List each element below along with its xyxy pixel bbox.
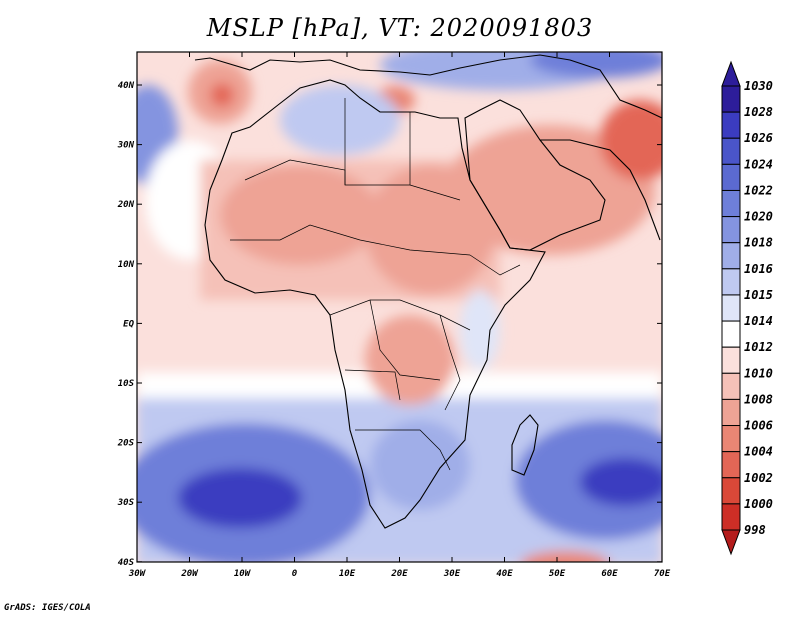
colorbar-swatch xyxy=(721,346,741,374)
border-central xyxy=(329,299,471,331)
border-sahel xyxy=(230,224,471,256)
colorbar-swatch xyxy=(721,425,741,453)
y-tick-label: EQ xyxy=(123,319,134,329)
border-angola xyxy=(344,369,401,401)
colorbar-label: 1014 xyxy=(744,314,773,328)
central-africa-low xyxy=(365,315,455,405)
colorbar-label: 1018 xyxy=(744,236,773,250)
y-tick-label: 10N xyxy=(118,260,135,270)
colorbar-label: 1015 xyxy=(744,288,773,302)
colorbar-label: 1008 xyxy=(744,392,773,406)
border-congo xyxy=(369,299,441,381)
colorbar-label: 1012 xyxy=(744,340,773,354)
central-asia-high xyxy=(530,52,662,78)
colorbar-label: 1024 xyxy=(744,157,773,171)
arabian-low xyxy=(445,125,655,255)
west-sahara-low xyxy=(220,165,380,265)
colorbar-label: 1004 xyxy=(744,445,773,459)
x-tick-label: 20E xyxy=(390,569,408,579)
colorbar-bottom-arrow xyxy=(721,529,741,556)
y-tick-label: 30S xyxy=(117,498,135,508)
iberian-low-core xyxy=(210,83,234,107)
colorbar-swatch xyxy=(721,163,741,191)
x-tick-label: 30E xyxy=(443,569,461,579)
colorbar-swatch xyxy=(721,268,741,296)
x-tick-label: 0 xyxy=(292,569,298,579)
libya-ridge xyxy=(280,85,400,155)
colorbar-swatch xyxy=(721,85,741,113)
colorbar-label: 1028 xyxy=(744,105,773,119)
colorbar-swatch xyxy=(721,111,741,139)
colorbar-label: 1000 xyxy=(744,497,773,511)
border-southern xyxy=(355,429,451,471)
southern-africa-high xyxy=(370,420,470,510)
colorbar-swatch xyxy=(721,294,741,322)
x-tick-label: 10E xyxy=(339,569,356,579)
east-africa-ridge xyxy=(460,290,500,370)
southern-low xyxy=(521,551,609,562)
border-east xyxy=(439,314,461,411)
colorbar: 1030 1028 1026 1024 1022 1020 1018 1016 1015 1014… xyxy=(721,60,773,556)
pakistan-low xyxy=(600,100,662,180)
colorbar-swatch xyxy=(721,189,741,218)
colorbar-swatch xyxy=(721,451,741,479)
border-horn xyxy=(469,254,521,276)
colorbar-swatch xyxy=(721,477,741,505)
country-borders xyxy=(230,98,521,471)
coastlines xyxy=(194,54,662,529)
x-tick-label: 10W xyxy=(234,569,252,579)
x-axis-ticks: 30W 20W 10W 0 10E 20E 30E 40E 50E 60E 70E xyxy=(128,52,671,579)
y-tick-label: 10S xyxy=(118,379,135,389)
colorbar-top-arrow xyxy=(721,60,741,87)
arabia-coastline xyxy=(464,99,606,251)
x-tick-label: 50E xyxy=(549,569,566,579)
colorbar-label: 1020 xyxy=(744,210,773,224)
colorbar-swatch xyxy=(721,372,741,400)
colorbar-label: 1022 xyxy=(744,183,773,197)
colorbar-swatch xyxy=(721,242,741,270)
iran-india-coastline xyxy=(540,139,661,241)
x-tick-label: 70E xyxy=(654,569,671,579)
y-tick-label: 40N xyxy=(118,81,135,91)
colorbar-label: 1030 xyxy=(744,79,773,93)
x-tick-label: 40E xyxy=(496,569,513,579)
x-tick-label: 20W xyxy=(180,569,199,579)
madagascar-coastline xyxy=(511,414,539,476)
colorbar-label: 998 xyxy=(744,523,766,537)
colorbar-swatch xyxy=(721,137,741,165)
y-tick-label: 20S xyxy=(117,439,135,449)
colorbar-swatch xyxy=(721,503,741,531)
colorbar-label: 1016 xyxy=(744,262,773,276)
y-tick-label: 40S xyxy=(118,558,135,568)
colorbar-label: 1006 xyxy=(744,419,773,433)
y-axis-ticks: 40N 30N 20N 10N EQ 10S 20S 30S 40S xyxy=(117,81,662,568)
pressure-field xyxy=(137,52,662,562)
credit-text: GrADS: IGES/COLA xyxy=(4,603,91,613)
colorbar-swatch xyxy=(721,320,741,348)
colorbar-swatch xyxy=(721,216,741,244)
colorbar-label: 1026 xyxy=(744,131,773,145)
indian-ocean-high-core xyxy=(580,458,662,506)
europe-coastline xyxy=(194,54,662,119)
colorbar-label: 1010 xyxy=(744,366,773,380)
y-tick-label: 30N xyxy=(117,141,135,151)
colorbar-swatch xyxy=(721,398,741,427)
y-tick-label: 20N xyxy=(117,200,135,210)
colorbar-label: 1002 xyxy=(744,471,773,485)
x-tick-label: 30W xyxy=(128,569,147,579)
x-tick-label: 60E xyxy=(601,569,618,579)
south-atlantic-high-core xyxy=(178,468,302,528)
africa-coastline xyxy=(204,79,546,529)
map-title: MSLP [hPa], VT: 2020091803 xyxy=(206,14,594,42)
